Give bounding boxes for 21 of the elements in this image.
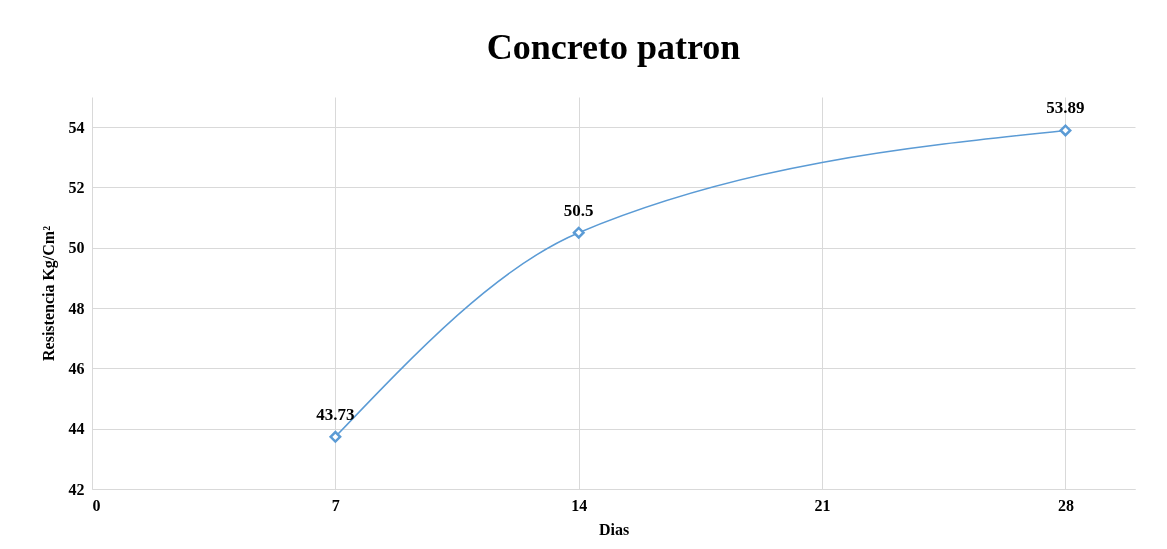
- y-tick-label: 52: [68, 178, 85, 196]
- x-tick-label: 28: [1057, 496, 1074, 514]
- point: [329, 430, 342, 443]
- y-tick-label: 44: [68, 420, 85, 438]
- point: [572, 226, 585, 239]
- y-tick-label: 54: [68, 118, 85, 136]
- y-tick-label: 46: [68, 359, 85, 377]
- y-tick-label: 50: [68, 239, 85, 257]
- x-tick-label: 7: [331, 496, 340, 514]
- y-tick-label: 48: [68, 299, 85, 317]
- x-tick-label: 0: [92, 496, 101, 514]
- x-tick-label: 14: [571, 496, 588, 514]
- chart-title: Concreto patron: [486, 27, 741, 67]
- y-axis-title: Resistencia Kg/Cm²: [39, 225, 58, 361]
- data-label: 50.5: [563, 200, 594, 220]
- data-label: 43.73: [316, 404, 355, 424]
- x-tick-label: 21: [814, 496, 831, 514]
- point: [1059, 124, 1072, 137]
- data-label: 53.89: [1046, 98, 1085, 118]
- y-tick-label: 42: [68, 480, 85, 498]
- x-axis-title: Dias: [598, 520, 630, 538]
